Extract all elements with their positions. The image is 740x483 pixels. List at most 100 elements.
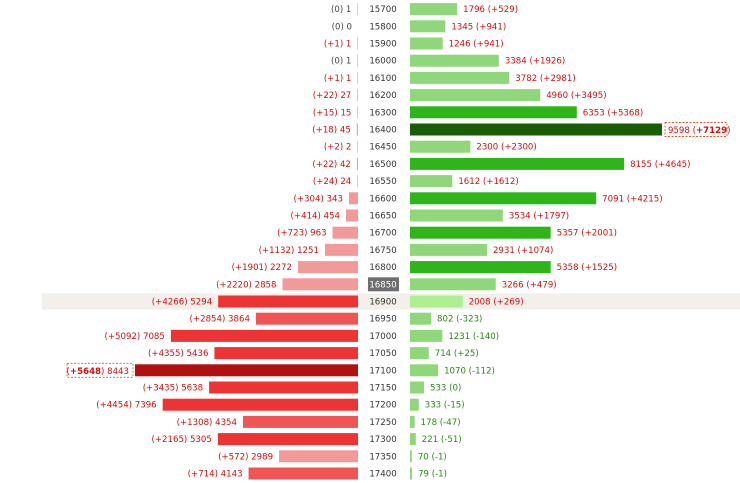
put-bar [357, 89, 358, 102]
strike-label: 16000 [369, 57, 396, 67]
put-bar [357, 3, 358, 16]
put-label: (+4266) 5294 [152, 298, 212, 308]
call-label: 4960 (+3495) [546, 91, 606, 101]
call-label: 3782 (+2981) [515, 74, 575, 84]
put-label: (0) 0 [332, 22, 352, 32]
call-label: 5357 (+2001) [557, 229, 617, 239]
call-bar [410, 20, 446, 33]
call-label: 8155 (+4645) [630, 160, 690, 170]
put-label: (+15) 15 [313, 108, 352, 118]
strike-label: 17050 [369, 349, 396, 359]
put-label: (+1) 1 [324, 40, 352, 50]
strike-label: 16750 [369, 246, 396, 256]
put-bar [346, 209, 358, 222]
call-label: 333 (-15) [425, 401, 465, 411]
put-bar [218, 295, 358, 308]
call-bar [410, 89, 541, 102]
put-bar [282, 278, 358, 291]
strike-label: 16450 [369, 143, 396, 153]
call-label: 3266 (+479) [502, 280, 557, 290]
put-bar [348, 192, 358, 205]
put-bar [357, 140, 358, 153]
strike-label: 16950 [369, 315, 396, 325]
call-bar [410, 433, 416, 446]
call-label: 9598 (+7129) [668, 126, 730, 136]
strike-label: 17300 [369, 435, 396, 445]
row-highlight-band [42, 293, 740, 310]
call-bar [410, 209, 503, 222]
call-bar [410, 106, 577, 119]
call-label: 714 (+25) [435, 349, 479, 359]
put-bar [170, 329, 358, 342]
put-bar [279, 450, 358, 463]
put-bar [217, 433, 358, 446]
strike-label: 17150 [369, 384, 396, 394]
strike-label: 16300 [369, 108, 396, 118]
put-label: (+3435) 5638 [143, 384, 203, 394]
strike-label: 17250 [369, 418, 396, 428]
strike-label: 17350 [369, 452, 396, 462]
call-label: 1246 (+941) [449, 40, 504, 50]
strike-label: 16800 [369, 263, 396, 273]
put-bar [243, 415, 358, 428]
put-bar [297, 261, 358, 274]
call-label: 2300 (+2300) [476, 143, 536, 153]
put-bar [356, 157, 358, 170]
strike-label: 16550 [369, 177, 396, 187]
call-label: 178 (-47) [421, 418, 461, 428]
strike-label: 16650 [369, 212, 396, 222]
call-bar [410, 71, 510, 84]
put-bar [357, 71, 358, 84]
strike-label: 17000 [369, 332, 396, 342]
put-label: (+2220) 2858 [216, 280, 276, 290]
call-bar [410, 398, 419, 411]
strike-label: 15700 [369, 5, 396, 15]
call-bar [410, 347, 429, 360]
strike-atm-box [368, 277, 399, 292]
call-label: 533 (0) [430, 384, 461, 394]
put-bar [357, 175, 358, 188]
put-label: (+22) 42 [312, 160, 351, 170]
put-bar [214, 347, 358, 360]
call-bar [410, 278, 496, 291]
put-label: (0) 1 [331, 57, 351, 67]
call-bar [410, 450, 412, 463]
call-bar [410, 329, 443, 342]
put-bar [332, 226, 358, 239]
put-bar [209, 381, 358, 394]
put-label: (+5648) 8443 [67, 366, 129, 376]
put-label: (+1132) 1251 [259, 246, 319, 256]
strike-label: 16400 [369, 126, 396, 136]
put-label: (+723) 963 [277, 229, 326, 239]
call-bar [410, 312, 432, 325]
call-bar [410, 192, 597, 205]
call-label: 2008 (+269) [469, 298, 524, 308]
put-label: (+2) 2 [324, 143, 352, 153]
put-label: (+4454) 7396 [96, 401, 156, 411]
strike-label: 16600 [369, 194, 396, 204]
call-label: 1612 (+1612) [458, 177, 518, 187]
call-bar [410, 364, 439, 377]
call-label: 221 (-51) [422, 435, 462, 445]
call-bar [410, 261, 551, 274]
call-bar [410, 54, 499, 67]
strike-label: 17400 [369, 470, 396, 480]
put-label: (+4355) 5436 [148, 349, 208, 359]
put-label: (+5092) 7085 [104, 332, 164, 342]
put-bar [357, 54, 358, 67]
put-label: (+22) 27 [313, 91, 352, 101]
strike-label: 17100 [369, 366, 396, 376]
call-bar [410, 123, 662, 136]
call-bar [410, 415, 415, 428]
put-label: (+1308) 4354 [177, 418, 237, 428]
call-bar [410, 140, 471, 153]
call-bar [410, 157, 625, 170]
strike-label: 17200 [369, 401, 396, 411]
call-label: 1231 (-140) [448, 332, 499, 342]
put-label: (0) 1 [331, 5, 351, 15]
put-bar [357, 37, 358, 50]
call-label: 6353 (+5368) [583, 108, 643, 118]
call-bar [410, 243, 487, 256]
call-label: 79 (-1) [418, 470, 447, 480]
strike-label: 16900 [369, 298, 396, 308]
